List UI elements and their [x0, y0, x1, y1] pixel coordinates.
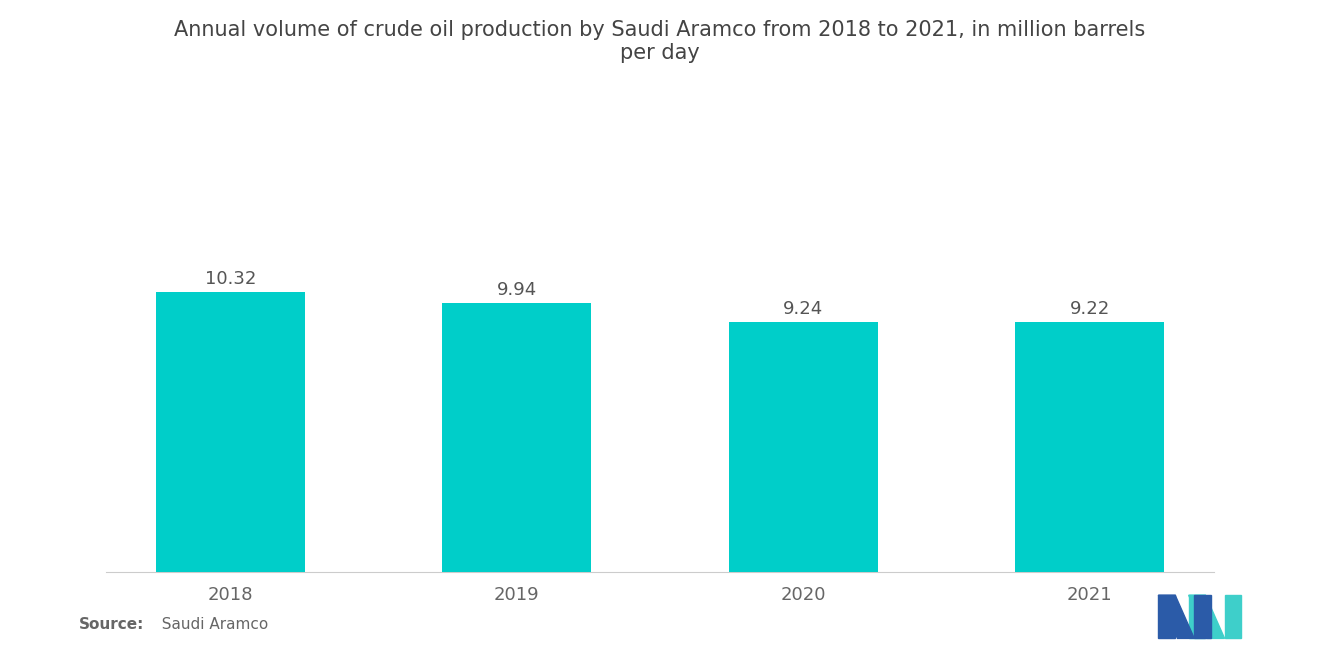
Polygon shape [1225, 595, 1241, 638]
Bar [442, 303, 591, 572]
Bar [729, 322, 878, 572]
Polygon shape [1159, 595, 1175, 638]
Text: 9.94: 9.94 [496, 281, 537, 299]
Text: Source:: Source: [79, 616, 145, 632]
Polygon shape [1159, 595, 1195, 638]
Text: 9.24: 9.24 [783, 299, 824, 317]
Polygon shape [1189, 595, 1225, 638]
Polygon shape [1195, 595, 1212, 638]
Text: 9.22: 9.22 [1069, 300, 1110, 318]
Bar [1015, 322, 1164, 572]
Text: Annual volume of crude oil production by Saudi Aramco from 2018 to 2021, in mill: Annual volume of crude oil production by… [174, 20, 1146, 63]
Bar [156, 293, 305, 572]
Text: 10.32: 10.32 [205, 270, 256, 288]
Text: Saudi Aramco: Saudi Aramco [152, 616, 268, 632]
Polygon shape [1189, 595, 1205, 638]
